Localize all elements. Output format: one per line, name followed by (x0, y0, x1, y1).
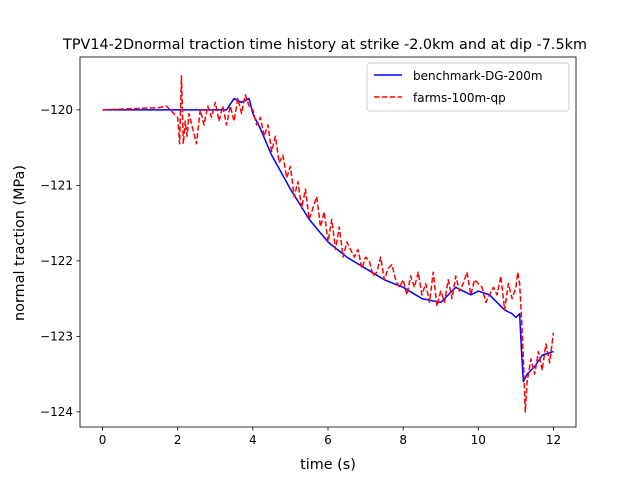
y-tick-label: −120 (40, 103, 73, 117)
x-axis-label: time (s) (300, 457, 356, 473)
series-layer (102, 75, 555, 413)
y-tick-label: −124 (40, 405, 73, 419)
legend-label-farms: farms-100m-qp (413, 91, 506, 105)
x-tick-label: 10 (471, 433, 486, 447)
x-axis: 0 2 4 6 8 10 12 (99, 427, 561, 447)
legend-label-benchmark: benchmark-DG-200m (413, 69, 543, 83)
legend: benchmark-DG-200m farms-100m-qp (366, 62, 570, 112)
x-tick-label: 6 (324, 433, 332, 447)
chart-title: TPV14-2Dnormal traction time history at … (62, 37, 587, 53)
x-tick-label: 12 (546, 433, 561, 447)
legend-box (366, 62, 570, 112)
series-line-farms (102, 75, 555, 413)
plot-area (102, 75, 555, 413)
y-tick-label: −122 (40, 254, 73, 268)
x-tick-label: 2 (174, 433, 182, 447)
y-axis-label: normal traction (MPa) (12, 165, 28, 321)
series-line-benchmark (102, 97, 554, 383)
x-tick-label: 4 (249, 433, 257, 447)
y-tick-label: −121 (40, 179, 73, 193)
y-axis: −120 −121 −122 −123 −124 (40, 103, 80, 419)
x-tick-label: 8 (399, 433, 407, 447)
y-tick-label: −123 (40, 330, 73, 344)
x-tick-label: 0 (99, 433, 107, 447)
